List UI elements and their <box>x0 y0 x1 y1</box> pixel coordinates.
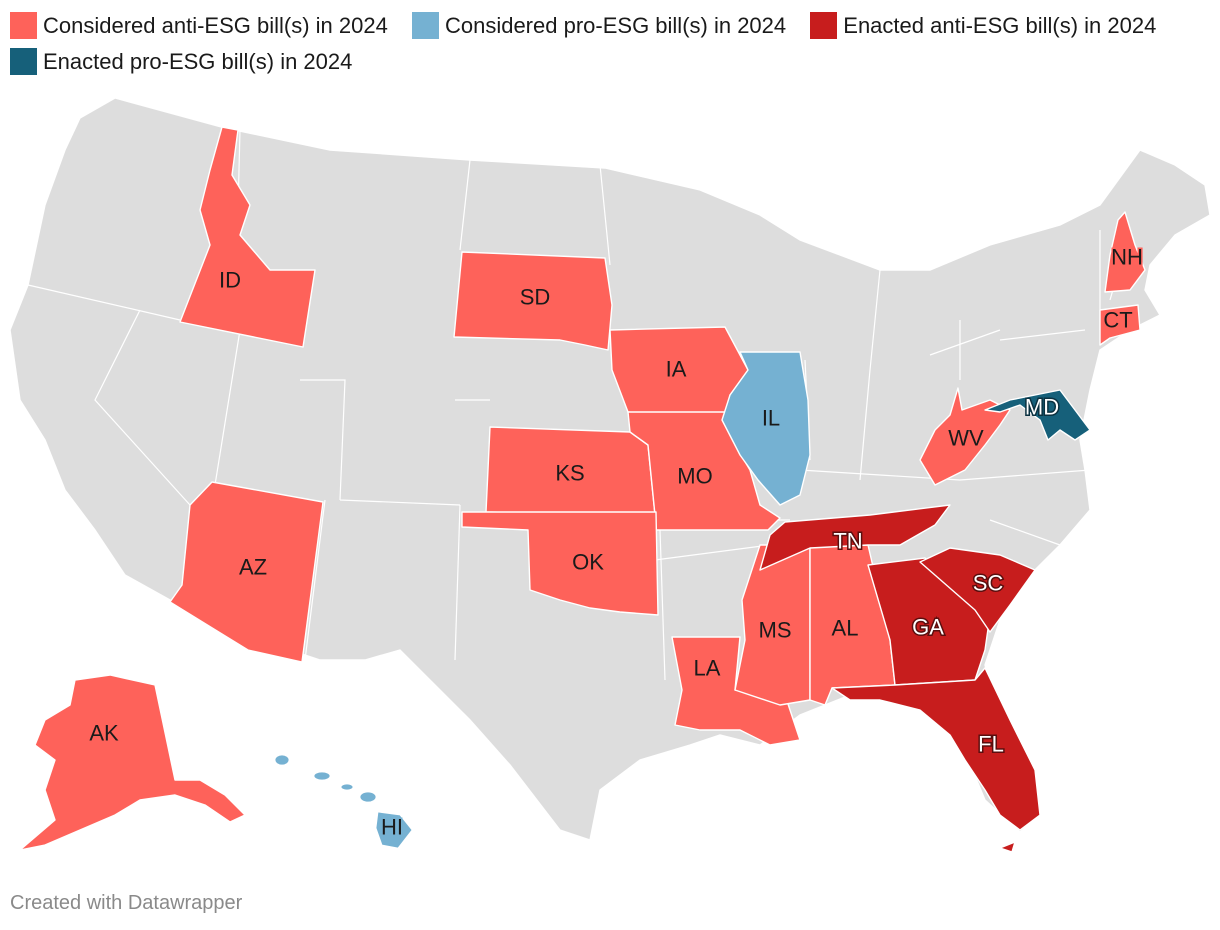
state-label-KS: KS <box>555 461 584 486</box>
state-label-TN: TN <box>833 529 862 554</box>
state-label-MD: MD <box>1025 395 1059 420</box>
legend-item-considered-pro: Considered pro-ESG bill(s) in 2024 <box>411 8 787 44</box>
legend-label: Considered pro-ESG bill(s) in 2024 <box>444 13 787 38</box>
legend-label: Considered anti-ESG bill(s) in 2024 <box>43 13 388 38</box>
state-label-IA: IA <box>666 357 687 382</box>
state-shape-NH <box>1104 211 1146 293</box>
legend-swatch <box>10 12 37 39</box>
state-label-WV: WV <box>948 426 984 451</box>
state-shape-HI <box>274 754 413 849</box>
state-label-AL: AL <box>832 616 859 641</box>
legend-swatch <box>810 12 838 39</box>
legend-label: Enacted pro-ESG bill(s) in 2024 <box>43 49 353 74</box>
state-label-NH: NH <box>1111 245 1143 270</box>
legend-item-considered-anti: Considered anti-ESG bill(s) in 2024 <box>10 8 388 44</box>
state-shape-FL <box>831 667 1041 831</box>
state-label-AK: AK <box>89 721 119 746</box>
state-shape-SD <box>453 251 613 351</box>
legend-item-enacted-pro: Enacted pro-ESG bill(s) in 2024 <box>10 44 352 80</box>
state-label-CT: CT <box>1103 308 1132 333</box>
state-shape-AZ <box>169 481 324 663</box>
legend-swatch <box>10 48 37 75</box>
state-label-LA: LA <box>694 656 721 681</box>
state-shape-ID <box>179 126 316 348</box>
state-label-IL: IL <box>762 406 780 431</box>
state-label-FL: FL <box>978 732 1004 757</box>
state-shape-WV <box>919 387 1011 486</box>
state-label-ID: ID <box>219 268 241 293</box>
legend-swatch <box>411 12 439 39</box>
state-label-MS: MS <box>759 618 792 643</box>
legend: Considered anti-ESG bill(s) in 2024 Cons… <box>10 8 1205 80</box>
state-label-MO: MO <box>677 464 712 489</box>
state-label-GA: GA <box>912 615 944 640</box>
footer-credit: Created with Datawrapper <box>10 892 243 914</box>
state-label-HI: HI <box>381 815 403 840</box>
state-label-OK: OK <box>572 550 604 575</box>
state-shape-AK <box>19 674 246 851</box>
state-shape-FL-keys <box>999 841 1016 853</box>
legend-label: Enacted anti-ESG bill(s) in 2024 <box>843 13 1157 38</box>
state-shape-TN <box>759 504 951 571</box>
legend-item-enacted-anti: Enacted anti-ESG bill(s) in 2024 <box>810 8 1156 44</box>
state-label-SD: SD <box>520 285 551 310</box>
state-shape-SC <box>919 547 1036 633</box>
state-label-SC: SC <box>973 571 1004 596</box>
state-shape-MD <box>984 389 1091 441</box>
state-label-AZ: AZ <box>239 555 267 580</box>
state-shape-CT <box>1099 304 1141 346</box>
state-shape-OK <box>461 511 659 616</box>
state-labels: ID SD IA KS MO OK AZ LA MS AL WV NH CT A… <box>88 243 1145 841</box>
state-shape-IL <box>721 351 811 506</box>
